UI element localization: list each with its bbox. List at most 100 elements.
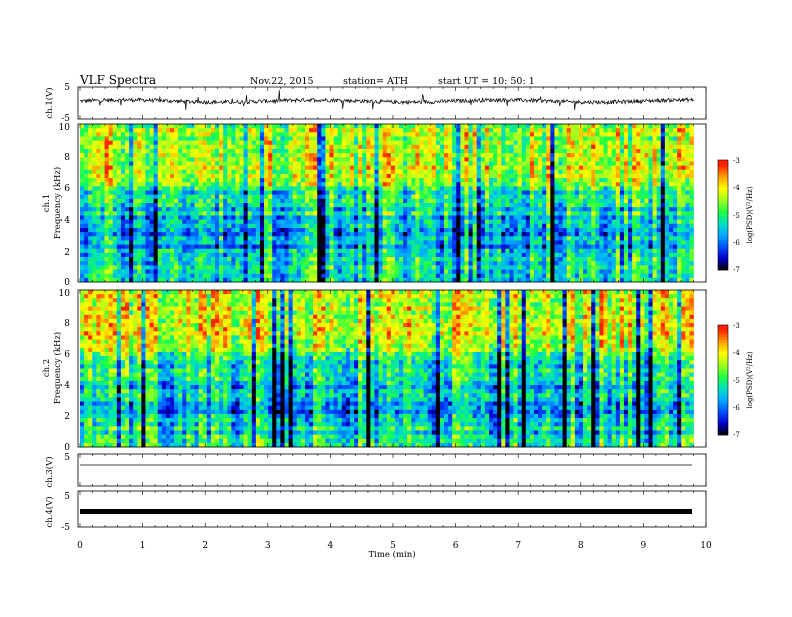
ch1-spectrogram-cell bbox=[628, 144, 633, 150]
ch1-spectrogram-cell bbox=[214, 236, 220, 241]
ch1-spectrogram-cell bbox=[538, 203, 543, 208]
ch1-spectrogram-cell bbox=[509, 136, 514, 142]
ch1-spectrogram-cell bbox=[80, 240, 85, 245]
ch1-spectrogram-cell bbox=[345, 219, 351, 225]
ch1-spectrogram-cell bbox=[276, 165, 281, 171]
ch1-spectrogram-cell bbox=[574, 128, 580, 133]
ch1-spectrogram-cell bbox=[538, 173, 543, 179]
ch1-spectrogram-cell bbox=[202, 203, 208, 208]
ch1-spectrogram-cell bbox=[219, 194, 224, 200]
ch1-spectrogram-cell bbox=[431, 178, 437, 183]
ch1-spectrogram-cell bbox=[214, 144, 220, 150]
ch1-spectrogram-cell bbox=[591, 186, 596, 191]
ch1-spectrogram-cell bbox=[210, 148, 216, 154]
ch1-spectrogram-cell bbox=[239, 240, 244, 245]
ch1-spectrogram-cell bbox=[399, 211, 404, 216]
ch1-spectrogram-cell bbox=[628, 198, 633, 204]
ch1-spectrogram-cell bbox=[198, 252, 204, 258]
ch1-spectrogram-cell bbox=[313, 211, 318, 216]
ch1-spectrogram-cell bbox=[484, 169, 490, 175]
ch1-spectrogram-cell bbox=[652, 248, 658, 254]
ch1-spectrogram-cell bbox=[178, 232, 183, 237]
ch1-spectrogram-cell bbox=[525, 190, 531, 196]
ch1-spectrogram-cell bbox=[210, 178, 216, 183]
ch1-spectrogram-cell bbox=[632, 136, 637, 142]
ch1-spectrogram-cell bbox=[100, 169, 105, 175]
ch1-spectrogram-cell bbox=[129, 182, 134, 187]
ch1-spectrogram-cell bbox=[599, 178, 604, 183]
ch1-spectrogram-cell bbox=[480, 198, 486, 204]
ch1-spectrogram-cell bbox=[640, 244, 645, 250]
ch1-spectrogram-cell bbox=[178, 211, 183, 216]
ch1-spectrogram-cell bbox=[378, 140, 384, 146]
ch1-spectrogram-cell bbox=[219, 132, 224, 137]
ch1-spectrogram-cell bbox=[382, 236, 388, 241]
ch1-spectrogram-cell bbox=[235, 203, 240, 208]
ch1-spectrogram-cell bbox=[603, 203, 608, 208]
ch1-spectrogram-cell bbox=[689, 190, 694, 196]
ch1-spectrogram-cell bbox=[628, 257, 633, 262]
ch1-spectrogram-cell bbox=[149, 148, 155, 154]
ch1-spectrogram-cell bbox=[636, 157, 641, 162]
ch1-spectrogram-cell bbox=[104, 223, 110, 229]
ch1-spectrogram-cell bbox=[382, 140, 388, 146]
ch1-spectrogram-cell bbox=[186, 182, 191, 187]
ch1-spectrogram-cell bbox=[243, 232, 249, 237]
ch1-spectrogram-cell bbox=[603, 148, 608, 154]
ch1-spectrogram-cell bbox=[337, 136, 343, 142]
ch1-spectrogram-cell bbox=[247, 190, 253, 196]
ch1-spectrogram-cell bbox=[505, 207, 510, 212]
ch1-spectrogram-cell bbox=[509, 148, 514, 154]
ch1-spectrogram-cell bbox=[169, 136, 175, 142]
ch1-spectrogram-cell bbox=[578, 140, 584, 146]
ch1-spectrogram-cell bbox=[632, 153, 637, 158]
ch1-spectrogram-cell bbox=[615, 198, 621, 204]
ch1-spectrogram-cell bbox=[174, 132, 179, 137]
ch1-spectrogram-cell bbox=[137, 236, 142, 241]
ch1-spectrogram-cell bbox=[133, 153, 138, 158]
ch1-spectrogram-cell bbox=[484, 136, 490, 142]
ch1-spectrogram-cell bbox=[112, 128, 118, 133]
ch1-spectrogram-cell bbox=[239, 165, 244, 171]
ch1-spectrogram-cell bbox=[288, 128, 294, 133]
ch1-spectrogram-cell bbox=[591, 236, 596, 241]
ch1-spectrogram-cell bbox=[399, 215, 404, 221]
ch1-spectrogram-cell bbox=[296, 169, 302, 175]
ch1-spectrogram-cell bbox=[386, 203, 392, 208]
ch1-spectrogram-cell bbox=[370, 198, 375, 204]
ch1-spectrogram-cell bbox=[456, 236, 461, 241]
ch1-spectrogram-cell bbox=[399, 178, 404, 183]
ch1-spectrogram-cell bbox=[644, 257, 649, 262]
ch1-spectrogram-cell bbox=[129, 223, 134, 229]
ch1-spectrogram-cell bbox=[186, 198, 191, 204]
ch1-spectrogram-cell bbox=[542, 236, 547, 241]
ch1-spectrogram-cell bbox=[112, 132, 118, 137]
ch1-spectrogram-cell bbox=[505, 215, 510, 221]
ch1-spectrogram-cell bbox=[419, 148, 424, 154]
ch1-spectrogram-cell bbox=[595, 232, 600, 237]
ch1-spectrogram-cell bbox=[554, 153, 559, 158]
ch1-spectrogram-cell bbox=[407, 132, 412, 137]
ch1-spectrogram-cell bbox=[529, 140, 535, 146]
ch1-spectrogram-cell bbox=[472, 223, 478, 229]
ch1-spectrogram-cell bbox=[358, 157, 363, 162]
ch1-spectrogram-cell bbox=[652, 257, 658, 262]
ch1-spectrogram-cell bbox=[174, 148, 179, 154]
ch1-spectrogram-cell bbox=[689, 153, 694, 158]
ch1-spectrogram-cell bbox=[157, 248, 163, 254]
ch1-spectrogram-cell bbox=[284, 223, 289, 229]
ch1-spectrogram-cell bbox=[345, 178, 351, 183]
ch1-spectrogram-cell bbox=[112, 223, 118, 229]
ch1-spectrogram-cell bbox=[251, 198, 257, 204]
ch1-spectrogram-cell bbox=[615, 227, 621, 233]
ch1-spectrogram-cell bbox=[583, 190, 588, 196]
ch1-spectrogram-cell bbox=[570, 194, 576, 200]
ch1-spectrogram-cell bbox=[92, 219, 97, 225]
ch1-spectrogram-cell bbox=[419, 161, 424, 166]
ch1-spectrogram-cell bbox=[640, 169, 645, 175]
ch1-spectrogram-cell bbox=[423, 157, 429, 162]
ch1-spectrogram-cell bbox=[174, 128, 179, 133]
ch1-spectrogram-cell bbox=[480, 223, 486, 229]
ch1-spectrogram-cell bbox=[202, 140, 208, 146]
ch1-spectrogram-cell bbox=[677, 248, 682, 254]
